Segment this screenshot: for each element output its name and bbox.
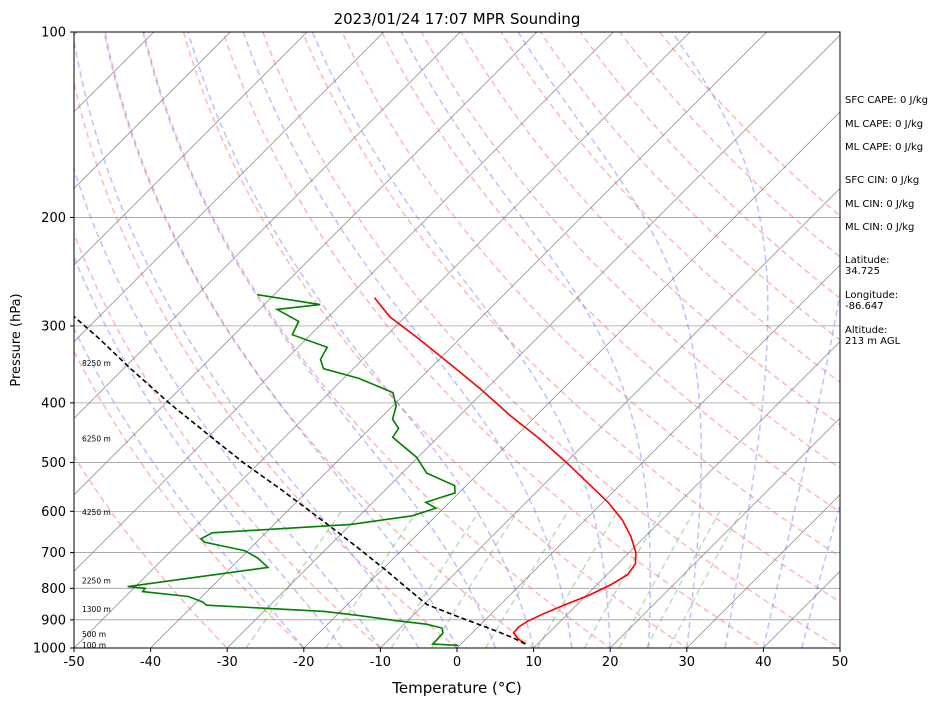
ml-cin-text-2: ML CIN: 0 J/kg [845,222,915,233]
mixing-ratio-line [668,510,742,648]
isotherm-line [74,32,231,189]
y-tick-label: 800 [41,582,66,597]
height-label: 6250 m [82,435,111,444]
dry-adiabat-line [74,454,229,648]
mixing-ratio-line [245,510,343,648]
chart-title: 2023/01/24 17:07 MPR Sounding [334,10,581,28]
x-tick-label: 20 [602,655,619,670]
moist-adiabat-line [74,255,343,648]
grid-layer [0,32,840,648]
isotherm-line [533,341,840,648]
isotherm-line [74,32,691,648]
mixing-ratio-line [583,510,663,648]
height-label: 100 m [82,641,106,650]
dry-adiabat-line [460,32,840,426]
mixing-ratio-line [390,510,480,648]
dry-adiabat-line [74,231,382,648]
height-labels: 100 m 500 m 1300 m 2250 m 4250 m 6250 m 8250 m [82,359,111,650]
y-tick-label: 200 [41,211,66,226]
mixing-ratio-line [618,510,695,648]
height-label: 4250 m [82,508,111,517]
height-label: 500 m [82,630,106,639]
isotherm-line [74,32,461,419]
mixing-ratio-line [484,510,569,648]
x-axis-label: Temperature (°C) [391,679,521,697]
altitude-text: Altitude: 213 m AGL [845,325,901,347]
x-tick-label: 40 [755,655,772,670]
mixing-ratio-line [325,510,418,648]
isotherm-line [456,264,840,648]
y-tick-label: 400 [41,396,66,411]
isotherm-line [150,32,767,648]
series-layer [74,293,637,647]
dry-adiabat-line [74,349,305,648]
moist-adiabat-line [517,32,703,648]
isotherm-line [74,32,384,343]
isotherm-line [303,111,840,648]
x-tick-label: 30 [679,655,696,670]
sfc-cin-text: SFC CIN: 0 J/kg [845,175,920,186]
moist-adiabat-line [762,288,840,648]
temperature-trace [373,297,637,645]
mixing-ratio-line [536,510,618,648]
dry-adiabat-line [500,32,840,384]
ml-cape-text-2: ML CAPE: 0 J/kg [845,142,924,153]
x-tick-label: 50 [832,655,849,670]
dry-adiabat-line [182,32,689,648]
isotherm-line [609,417,840,648]
dewpoint-trace [127,293,459,647]
y-tick-label: 700 [41,546,66,561]
mixing-ratio-line [645,510,721,648]
y-tick-label: 900 [41,613,66,628]
dry-adiabat-line [301,32,840,603]
x-tick-label: -40 [140,655,161,670]
moist-adiabat-line [104,32,458,648]
y-tick-label: 600 [41,505,66,520]
moist-adiabat-line [142,32,497,648]
ml-cin-text: ML CIN: 0 J/kg [845,199,915,210]
moist-adiabat-line [311,32,611,648]
isotherm-line [0,32,1,648]
parcel-trace [74,315,526,645]
y-tick-label: 1000 [33,642,66,657]
moist-adiabat-line [187,32,535,648]
isotherm-line [226,34,840,648]
height-label: 8250 m [82,359,111,368]
moist-adiabat-line [74,36,420,648]
x-tick-label: -30 [217,655,238,670]
isotherm-line [380,187,840,648]
latitude-text: Latitude: 34.725 [845,255,890,277]
y-tick-label: 100 [41,26,66,41]
ml-cape-text: ML CAPE: 0 J/kg [845,119,924,130]
height-label: 1300 m [82,605,111,614]
dry-adiabat-line [74,79,459,648]
isotherm-line [74,32,538,496]
dry-adiabat-line [143,32,612,648]
longitude-text: Longitude: -86.647 [845,290,899,312]
y-tick-label: 300 [41,319,66,334]
height-label: 2250 m [82,577,111,586]
x-tick-label: 0 [453,655,461,670]
axis-ticks: -50 -40 -30 -20 -10 0 10 20 30 40 50 1000 900 800 700 6… [33,26,848,671]
moist-adiabat-line [74,166,382,648]
x-tick-label: -50 [63,655,84,670]
sfc-cape-text: SFC CAPE: 0 J/kg [845,95,928,106]
dry-adiabat-line [222,32,765,648]
mixing-ratio-line [431,510,519,648]
x-tick-label: 10 [525,655,542,670]
moist-adiabat-line [800,502,840,648]
dry-adiabat-line [539,32,840,341]
y-axis-label: Pressure (hPa) [9,293,24,386]
x-tick-label: -20 [293,655,314,670]
dry-adiabat-line [262,32,840,648]
dry-adiabat-line [103,32,535,648]
x-tick-label: -10 [370,655,391,670]
isotherm-line [686,494,840,648]
y-tick-label: 500 [41,456,66,471]
moist-adiabat-line [400,32,652,648]
isotherm-line [74,32,308,266]
moist-adiabat-line [671,32,769,648]
